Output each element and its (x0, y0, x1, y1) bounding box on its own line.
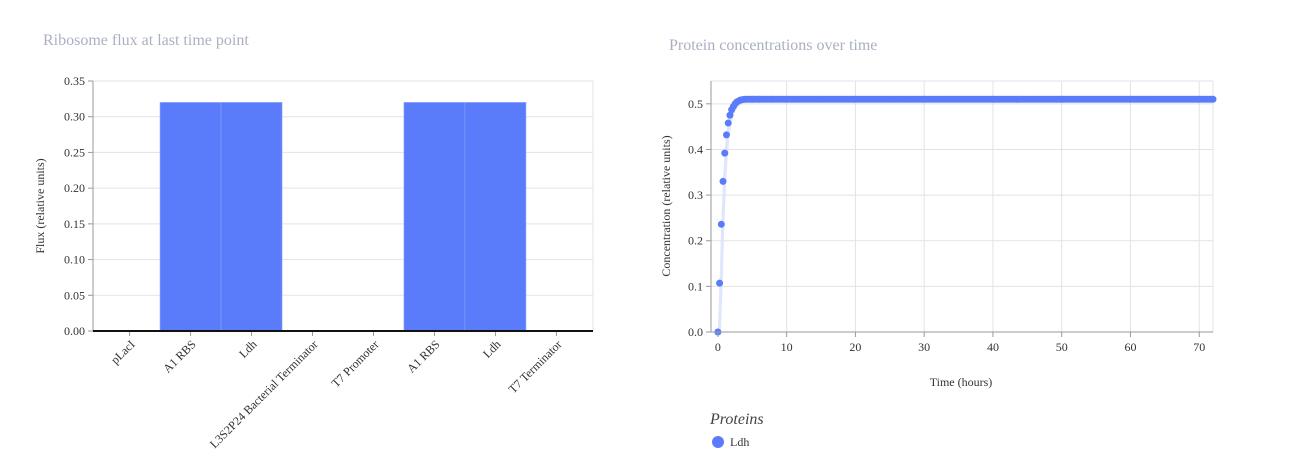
bar-chart: Ribosome flux at last time point 0.000.0… (33, 32, 594, 451)
bar-x-tick-label: pLacI (108, 337, 138, 367)
scatter-y-tick-label: 0.1 (688, 279, 703, 293)
scatter-y-tick-label: 0.3 (688, 188, 703, 202)
scatter-x-tick-label: 60 (1124, 340, 1136, 354)
scatter-point[interactable] (716, 279, 724, 287)
scatter-x-tick-label: 40 (987, 340, 999, 354)
scatter-point[interactable] (1209, 95, 1217, 103)
bar-y-tick-label: 0.05 (64, 288, 85, 302)
scatter-point[interactable] (722, 131, 730, 139)
bar-x-tick-label: A1 RBS (160, 337, 198, 375)
bar-y-tick-label: 0.00 (64, 324, 85, 338)
scatter-y-tick-label: 0.5 (688, 97, 703, 111)
scatter-chart-title: Protein concentrations over time (669, 37, 877, 54)
bar-y-tick-label: 0.35 (64, 74, 85, 88)
scatter-chart-x-label: Time (hours) (930, 375, 993, 389)
legend-title: Proteins (709, 411, 764, 428)
legend-label-ldh: Ldh (730, 435, 749, 449)
scatter-chart-band (717, 96, 1216, 335)
scatter-x-tick-label: 70 (1193, 340, 1205, 354)
scatter-y-tick-label: 0.0 (688, 325, 703, 339)
scatter-point[interactable] (721, 149, 729, 157)
scatter-point[interactable] (726, 111, 734, 119)
bar[interactable] (403, 102, 466, 332)
bar-chart-title: Ribosome flux at last time point (43, 32, 249, 49)
legend-marker-ldh[interactable] (712, 436, 724, 448)
bar-x-tick-label: T7 Promoter (329, 337, 382, 390)
bar-chart-y-ticks: 0.00 0.05 0.10 0.15 0.20 0.25 0.30 0.35 (64, 74, 93, 338)
bar-x-tick-label: Ldh (480, 337, 504, 361)
bar[interactable] (220, 102, 283, 332)
bar-x-tick-label: Ldh (236, 337, 260, 361)
scatter-x-tick-label: 10 (781, 340, 793, 354)
bar-chart-y-label: Flux (relative units) (33, 158, 47, 253)
scatter-point[interactable] (717, 220, 725, 228)
scatter-point[interactable] (724, 119, 732, 127)
bar-x-tick-label: L3S2P24 Bacterial Terminator (207, 337, 321, 451)
bar[interactable] (464, 102, 527, 332)
scatter-chart-x-ticks: 0 10 20 30 40 50 60 70 (715, 332, 1205, 354)
bar-y-tick-label: 0.20 (64, 181, 85, 195)
bar-chart-bars[interactable] (159, 102, 527, 332)
bar-y-tick-label: 0.15 (64, 217, 85, 231)
scatter-x-tick-label: 0 (715, 340, 721, 354)
scatter-y-tick-label: 0.4 (688, 142, 703, 156)
bar[interactable] (159, 102, 222, 332)
scatter-y-tick-label: 0.2 (688, 234, 703, 248)
scatter-chart-y-label: Concentration (relative units) (659, 135, 673, 276)
scatter-point[interactable] (719, 177, 727, 185)
scatter-chart-points[interactable] (714, 95, 1217, 336)
bar-y-tick-label: 0.10 (64, 253, 85, 267)
scatter-chart-gridlines (711, 80, 1214, 332)
scatter-x-tick-label: 20 (849, 340, 861, 354)
bar-y-tick-label: 0.25 (64, 145, 85, 159)
bar-x-tick-label: A1 RBS (404, 337, 442, 375)
scatter-x-tick-label: 30 (918, 340, 930, 354)
bar-x-tick-label: T7 Terminator (506, 337, 565, 396)
scatter-chart-y-ticks: 0.0 0.1 0.2 0.3 0.4 0.5 (688, 97, 711, 339)
scatter-chart: Protein concentrations over time 0.00.10… (659, 37, 1217, 449)
scatter-x-tick-label: 50 (1056, 340, 1068, 354)
scatter-series-band (717, 96, 1216, 335)
scatter-chart-legend: Proteins Ldh (709, 411, 764, 449)
bar-y-tick-label: 0.30 (64, 110, 85, 124)
